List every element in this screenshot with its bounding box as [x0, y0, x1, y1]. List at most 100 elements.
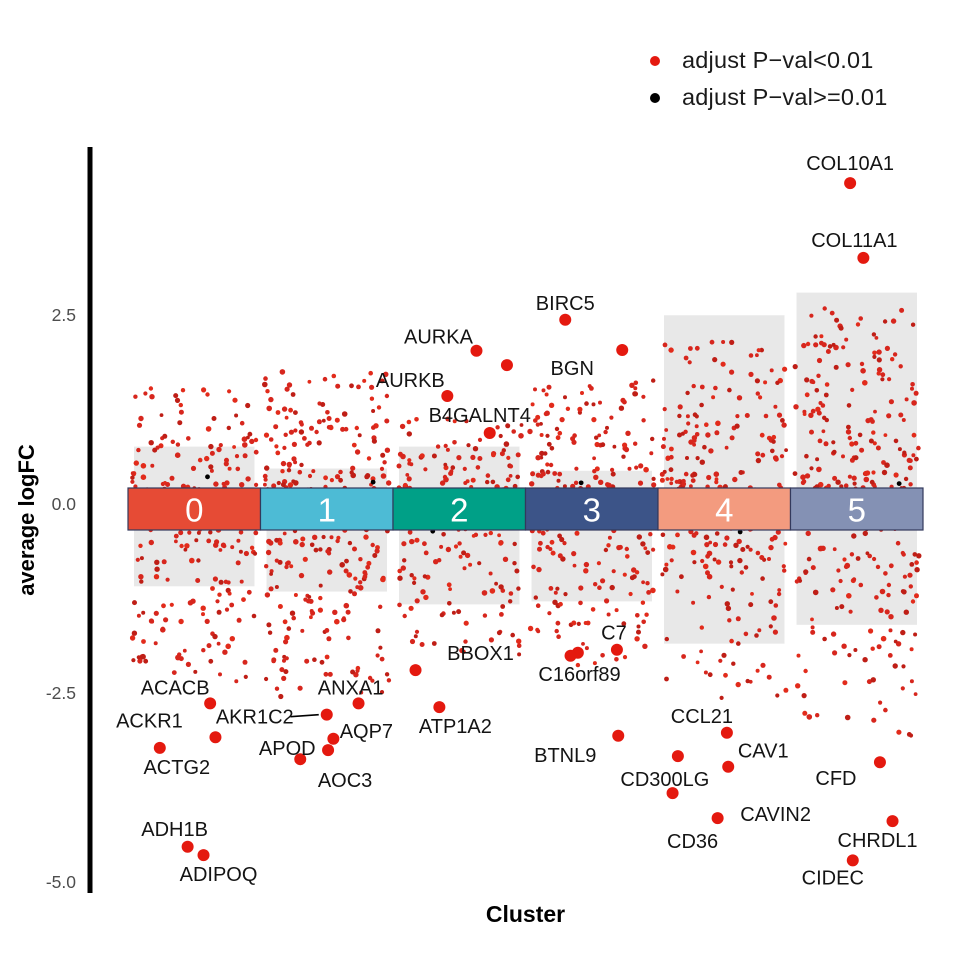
cluster-band-box-1 — [259, 487, 394, 531]
gene-point-BBOX1 — [409, 664, 422, 677]
gene-label-CHRDL1: CHRDL1 — [838, 830, 918, 852]
legend-dot-icon — [650, 92, 660, 103]
gene-label-ANXA1: ANXA1 — [318, 677, 384, 699]
gene-point-C7 — [610, 643, 623, 656]
gene-label-C7: C7 — [601, 623, 627, 645]
gene-point-ACKR1 — [209, 731, 222, 744]
gene-point-ADIPOQ — [197, 849, 210, 862]
gene-point-ATP1A2 — [433, 701, 446, 714]
gene-labels: COL10A1 COL11A1 BIRC5 BGN AURKA AURKB B4GALNT4… — [116, 153, 917, 889]
gene-label-COL11A1: COL11A1 — [811, 230, 897, 252]
gene-point-BIRC5 — [559, 313, 572, 326]
gene-label-BBOX1: BBOX1 — [447, 643, 514, 665]
gene-label-CCL21: CCL21 — [671, 706, 733, 728]
cluster-band-box-4 — [657, 487, 792, 531]
x-axis-title: Cluster — [0, 901, 973, 928]
gene-point-COL10A1 — [844, 177, 857, 190]
cluster-band-label-2: 2 — [450, 492, 468, 529]
nonsignificant-point — [578, 480, 584, 486]
leader-line-AKR1C2 — [290, 713, 319, 718]
gene-label-AURKB: AURKB — [376, 370, 445, 392]
cluster-band-box-3 — [524, 487, 659, 531]
gene-point-BGN — [616, 343, 629, 356]
gene-point-AOC3 — [322, 744, 335, 757]
gene-point-CD36 — [666, 787, 679, 800]
legend-dot-icon — [650, 55, 660, 66]
gene-point-ACTG2 — [153, 741, 166, 754]
gene-label-ATP1A2: ATP1A2 — [419, 716, 492, 738]
nonsignificant-point — [737, 529, 743, 535]
cluster-background-columns — [134, 292, 917, 644]
cluster-band-box-5 — [789, 487, 924, 531]
gene-label-CAVIN2: CAVIN2 — [740, 804, 811, 826]
gene-point-B4GALNT4 — [483, 427, 496, 440]
nonsignificant-point — [896, 481, 902, 487]
gene-point-CAVIN2 — [711, 812, 724, 825]
gene-label-BTNL9: BTNL9 — [534, 745, 596, 767]
gene-point-CD300LG — [671, 750, 684, 763]
gene-label-CAV1: CAV1 — [738, 741, 789, 763]
nonsignificant-points — [205, 474, 902, 535]
gene-label-BGN: BGN — [551, 358, 594, 380]
gene-point-CIDEC — [846, 854, 859, 867]
gene-label-CFD: CFD — [815, 768, 856, 790]
cluster-band: 0 1 2 3 4 5 — [127, 487, 924, 531]
gene-label-AKR1C2: AKR1C2 — [216, 707, 294, 729]
cluster-band-label-0: 0 — [185, 492, 203, 529]
gene-label-ADH1B: ADH1B — [141, 819, 208, 841]
gene-point-CAV1 — [722, 760, 735, 773]
gene-point-ADH1B — [181, 840, 194, 853]
gene-point-AURKA — [470, 344, 483, 357]
gene-point-CCL21 — [720, 726, 733, 739]
gene-label-AOC3: AOC3 — [318, 770, 372, 792]
gene-label-C16orf89: C16orf89 — [538, 664, 620, 686]
gene-label-COL10A1: COL10A1 — [806, 153, 894, 175]
cluster-band-label-4: 4 — [715, 492, 733, 529]
gene-label-ACTG2: ACTG2 — [143, 757, 210, 779]
cluster-band-box-0 — [127, 487, 262, 531]
label-leader-lines — [290, 713, 319, 718]
y-tick-label: -2.5 — [45, 682, 76, 703]
gene-label-ACACB: ACACB — [141, 677, 210, 699]
nonsignificant-point — [370, 479, 376, 485]
legend-item-0: adjust P−val<0.01 — [650, 42, 887, 79]
gene-label-APOD: APOD — [259, 738, 316, 760]
gene-label-B4GALNT4: B4GALNT4 — [429, 405, 531, 427]
gene-point-AQP7 — [327, 732, 340, 745]
gene-point-C16orf89 — [564, 649, 577, 662]
cluster-band-label-3: 3 — [583, 492, 601, 529]
gene-label-BIRC5: BIRC5 — [536, 293, 595, 315]
gene-label-AURKA: AURKA — [404, 327, 474, 349]
cluster-band-label-1: 1 — [318, 492, 336, 529]
gene-label-AQP7: AQP7 — [340, 721, 393, 743]
gene-point-ACACB — [204, 697, 217, 710]
gene-point-CHRDL1 — [886, 815, 899, 828]
gene-point-BTNL9 — [612, 729, 625, 742]
highlighted-gene-points — [153, 177, 899, 867]
cluster-band-label-5: 5 — [848, 492, 866, 529]
x-axis-title-text: Cluster — [485, 901, 566, 927]
legend-item-1: adjust P−val>=0.01 — [650, 79, 887, 116]
y-tick-label: -5.0 — [45, 871, 76, 892]
nonsignificant-point — [205, 474, 210, 480]
gene-label-ADIPOQ: ADIPOQ — [180, 864, 258, 886]
legend-item-label: adjust P−val>=0.01 — [682, 84, 888, 110]
highlight-point — [500, 359, 513, 372]
legend-item-label: adjust P−val<0.01 — [682, 47, 874, 73]
y-tick-label: 0.0 — [51, 494, 76, 514]
y-axis-line — [87, 147, 93, 893]
gene-label-CD300LG: CD300LG — [620, 769, 709, 791]
gene-label-CD36: CD36 — [667, 831, 718, 853]
plot-legend: adjust P−val<0.01 adjust P−val>=0.01 — [650, 42, 887, 116]
y-tick-label: 2.5 — [51, 305, 76, 326]
gene-point-COL11A1 — [857, 251, 870, 264]
gene-label-CIDEC: CIDEC — [802, 867, 864, 889]
gene-point-APOD — [294, 753, 307, 766]
gene-label-ACKR1: ACKR1 — [116, 710, 183, 732]
cluster-band-box-2 — [392, 487, 527, 531]
gene-point-ANXA1 — [352, 697, 365, 710]
gene-point-AKR1C2 — [320, 708, 333, 721]
gene-point-AURKB — [441, 390, 454, 403]
